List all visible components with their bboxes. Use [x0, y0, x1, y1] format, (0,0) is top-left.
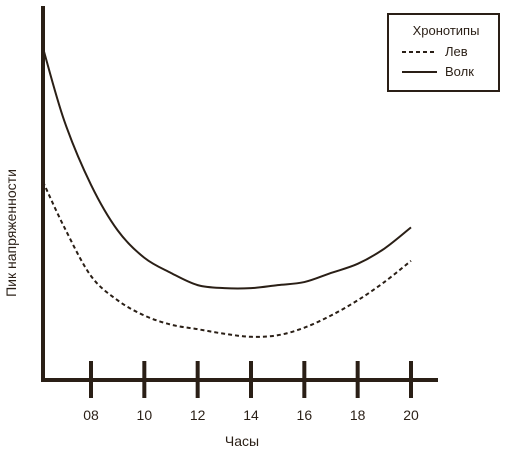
x-axis-tick-labels: 08 10 12 14 16 18 20 [83, 407, 419, 423]
y-axis-title: Пик напряженности [3, 169, 19, 297]
x-tick-label-14: 14 [243, 407, 259, 423]
x-axis-title: Часы [225, 433, 259, 449]
x-tick-label-10: 10 [137, 407, 153, 423]
x-axis-ticks [89, 361, 413, 398]
x-tick-label-20: 20 [403, 407, 419, 423]
legend-title: Хронотипы [413, 23, 480, 38]
legend-entry-volk: Волк [445, 64, 474, 79]
x-tick-label-12: 12 [190, 407, 206, 423]
series-layer [42, 47, 412, 338]
x-tick-label-08: 08 [83, 407, 99, 423]
legend-entry-lev: Лев [445, 44, 468, 59]
legend-box [387, 13, 500, 92]
legend: Хронотипы Лев Волк [387, 13, 500, 92]
x-tick-label-18: 18 [350, 407, 366, 423]
x-tick-label-16: 16 [297, 407, 313, 423]
series-line-volk [42, 47, 412, 290]
series-line-lev [42, 181, 412, 338]
